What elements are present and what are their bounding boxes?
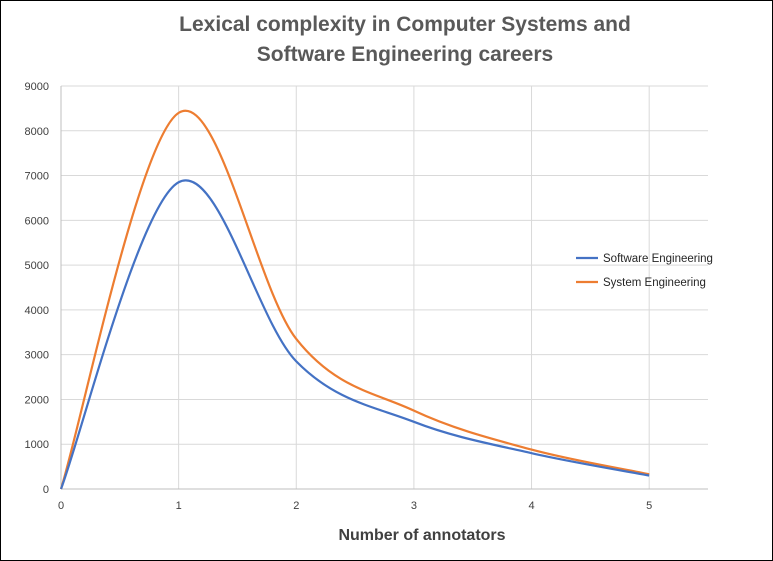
legend-label-system-engineering: System Engineering: [603, 277, 706, 289]
y-tick-label: 6000: [25, 215, 49, 227]
x-axis-title: Number of annotators: [338, 527, 505, 544]
y-tick-label: 7000: [25, 171, 49, 183]
gridlines: [60, 85, 708, 490]
x-tick-label: 2: [293, 500, 299, 512]
x-tick-label: 0: [58, 500, 64, 512]
y-tick-label: 4000: [25, 305, 49, 317]
x-tick-label: 4: [528, 500, 534, 512]
x-axis-tick-labels: 0 1 2 3 4 5: [58, 500, 652, 512]
legend-label-software-engineering: Software Engineering: [603, 253, 713, 265]
y-tick-label: 3000: [25, 350, 49, 362]
y-tick-label: 8000: [25, 126, 49, 138]
y-tick-label: 0: [43, 484, 49, 496]
x-tick-label: 3: [411, 500, 417, 512]
legend: Software Engineering System Engineering: [576, 253, 713, 289]
series-line-software-engineering: [59, 179, 650, 490]
x-tick-label: 5: [646, 500, 652, 512]
y-tick-label: 5000: [25, 260, 49, 272]
y-axis-tick-labels: 0 1000 2000 3000 4000 5000 6000 7000 8000 9000: [25, 81, 49, 496]
series-lines: [59, 109, 650, 490]
y-tick-label: 2000: [25, 394, 49, 406]
x-tick-label: 1: [176, 500, 182, 512]
y-tick-label: 9000: [25, 81, 49, 93]
series-line-system-engineering: [59, 109, 650, 490]
y-tick-label: 1000: [25, 439, 49, 451]
chart-title-line-2: Software Engineering careers: [257, 43, 553, 66]
chart-title-line-1: Lexical complexity in Computer Systems a…: [179, 13, 631, 36]
